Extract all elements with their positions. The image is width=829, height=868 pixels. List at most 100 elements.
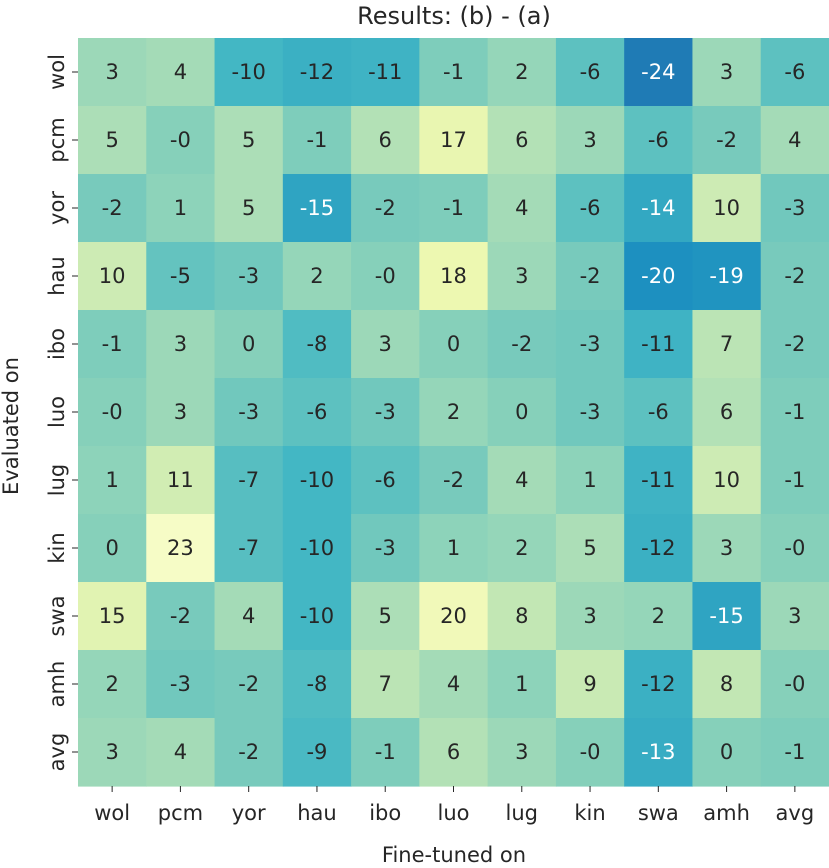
y-tick-label: lug [45, 464, 69, 496]
heatmap-cell [351, 582, 420, 651]
cell-label: 6 [720, 400, 733, 424]
cell-label: -0 [580, 740, 601, 764]
cell-label: -3 [375, 536, 396, 560]
heatmap-cell [419, 650, 489, 719]
heatmap-cell [624, 582, 694, 651]
heatmap-cell [555, 650, 625, 719]
heatmap-cell [419, 446, 489, 515]
heatmap-cell [78, 378, 147, 447]
heatmap-cell [419, 38, 489, 107]
heatmap-cell [78, 38, 147, 107]
heatmap-cell [555, 174, 625, 243]
heatmap-cell [419, 174, 489, 243]
heatmap-cell [282, 38, 352, 107]
heatmap-cell [760, 718, 829, 787]
cell-label: 17 [440, 128, 467, 152]
heatmap-cell [282, 242, 352, 311]
heatmap-cell [760, 106, 829, 175]
cell-label: 1 [447, 536, 460, 560]
cell-label: -7 [238, 536, 259, 560]
heatmap-cell [624, 446, 694, 515]
heatmap-cell [487, 38, 557, 107]
cell-label: 2 [447, 400, 460, 424]
x-axis-label: Fine-tuned on [382, 843, 526, 867]
cell-label: 20 [440, 604, 467, 628]
heatmap-cell [351, 106, 420, 175]
cell-label: 15 [99, 604, 126, 628]
heatmap-cell [624, 378, 694, 447]
cell-label: -6 [784, 60, 805, 84]
heatmap-cell [78, 514, 147, 583]
heatmap-cell [692, 242, 762, 311]
cell-label: 8 [720, 672, 733, 696]
heatmap-cell [146, 38, 216, 107]
cell-label: -12 [641, 536, 675, 560]
cell-label: 3 [720, 536, 733, 560]
heatmap-cell [760, 650, 829, 719]
cell-label: -11 [368, 60, 402, 84]
heatmap-cell [692, 106, 762, 175]
cell-label: -11 [641, 332, 675, 356]
cell-label: 2 [515, 60, 528, 84]
heatmap-cell [78, 174, 147, 243]
heatmap-cell [214, 650, 284, 719]
cell-label: -3 [375, 400, 396, 424]
cell-label: 1 [583, 468, 596, 492]
heatmap-cell [78, 718, 147, 787]
heatmap-cell [419, 582, 489, 651]
cell-label: 3 [583, 604, 596, 628]
cell-label: -0 [170, 128, 191, 152]
cell-label: 0 [242, 332, 255, 356]
heatmap-cell [146, 514, 216, 583]
cell-label: 0 [105, 536, 118, 560]
cell-label: 3 [174, 400, 187, 424]
cell-label: 3 [788, 604, 801, 628]
cell-label: 18 [440, 264, 467, 288]
cell-label: 2 [515, 536, 528, 560]
cell-label: -6 [375, 468, 396, 492]
heatmap-cell [78, 106, 147, 175]
cell-label: -1 [375, 740, 396, 764]
heatmap-cell [351, 514, 420, 583]
cell-label: -13 [641, 740, 675, 764]
heatmap-cell [487, 446, 557, 515]
chart-title: Results: (b) - (a) [357, 2, 551, 30]
heatmap-cell [214, 174, 284, 243]
heatmap-cell [351, 174, 420, 243]
cell-label: -15 [709, 604, 743, 628]
cell-label: -2 [580, 264, 601, 288]
heatmap-cell [214, 38, 284, 107]
cell-label: 9 [583, 672, 596, 696]
cell-label: 0 [515, 400, 528, 424]
cell-label: 4 [447, 672, 460, 696]
heatmap-cell [282, 106, 352, 175]
cell-label: 5 [105, 128, 118, 152]
cell-label: 10 [713, 468, 740, 492]
y-tick-label: swa [45, 596, 69, 637]
heatmap-cell [555, 106, 625, 175]
cell-label: 4 [515, 468, 528, 492]
heatmap-cell [555, 582, 625, 651]
heatmap-cell [692, 378, 762, 447]
heatmap-cell [555, 718, 625, 787]
heatmap-cell [351, 242, 420, 311]
cell-label: -20 [641, 264, 675, 288]
x-tick-label: yor [232, 801, 266, 825]
cell-label: 1 [174, 196, 187, 220]
x-tick-label: kin [574, 801, 605, 825]
cell-label: 23 [167, 536, 194, 560]
x-tick-label: avg [776, 801, 815, 825]
heatmap-cell [555, 378, 625, 447]
heatmap-cell [419, 242, 489, 311]
heatmap-cell [282, 174, 352, 243]
heatmap-cell [78, 310, 147, 379]
heatmap-cell [487, 242, 557, 311]
heatmap-cell [487, 650, 557, 719]
heatmap-cell [692, 514, 762, 583]
cell-label: 1 [515, 672, 528, 696]
cell-label: -3 [170, 672, 191, 696]
heatmap-cell [624, 514, 694, 583]
cell-label: 4 [515, 196, 528, 220]
x-tick-label: wol [94, 801, 130, 825]
heatmap-cell [555, 514, 625, 583]
